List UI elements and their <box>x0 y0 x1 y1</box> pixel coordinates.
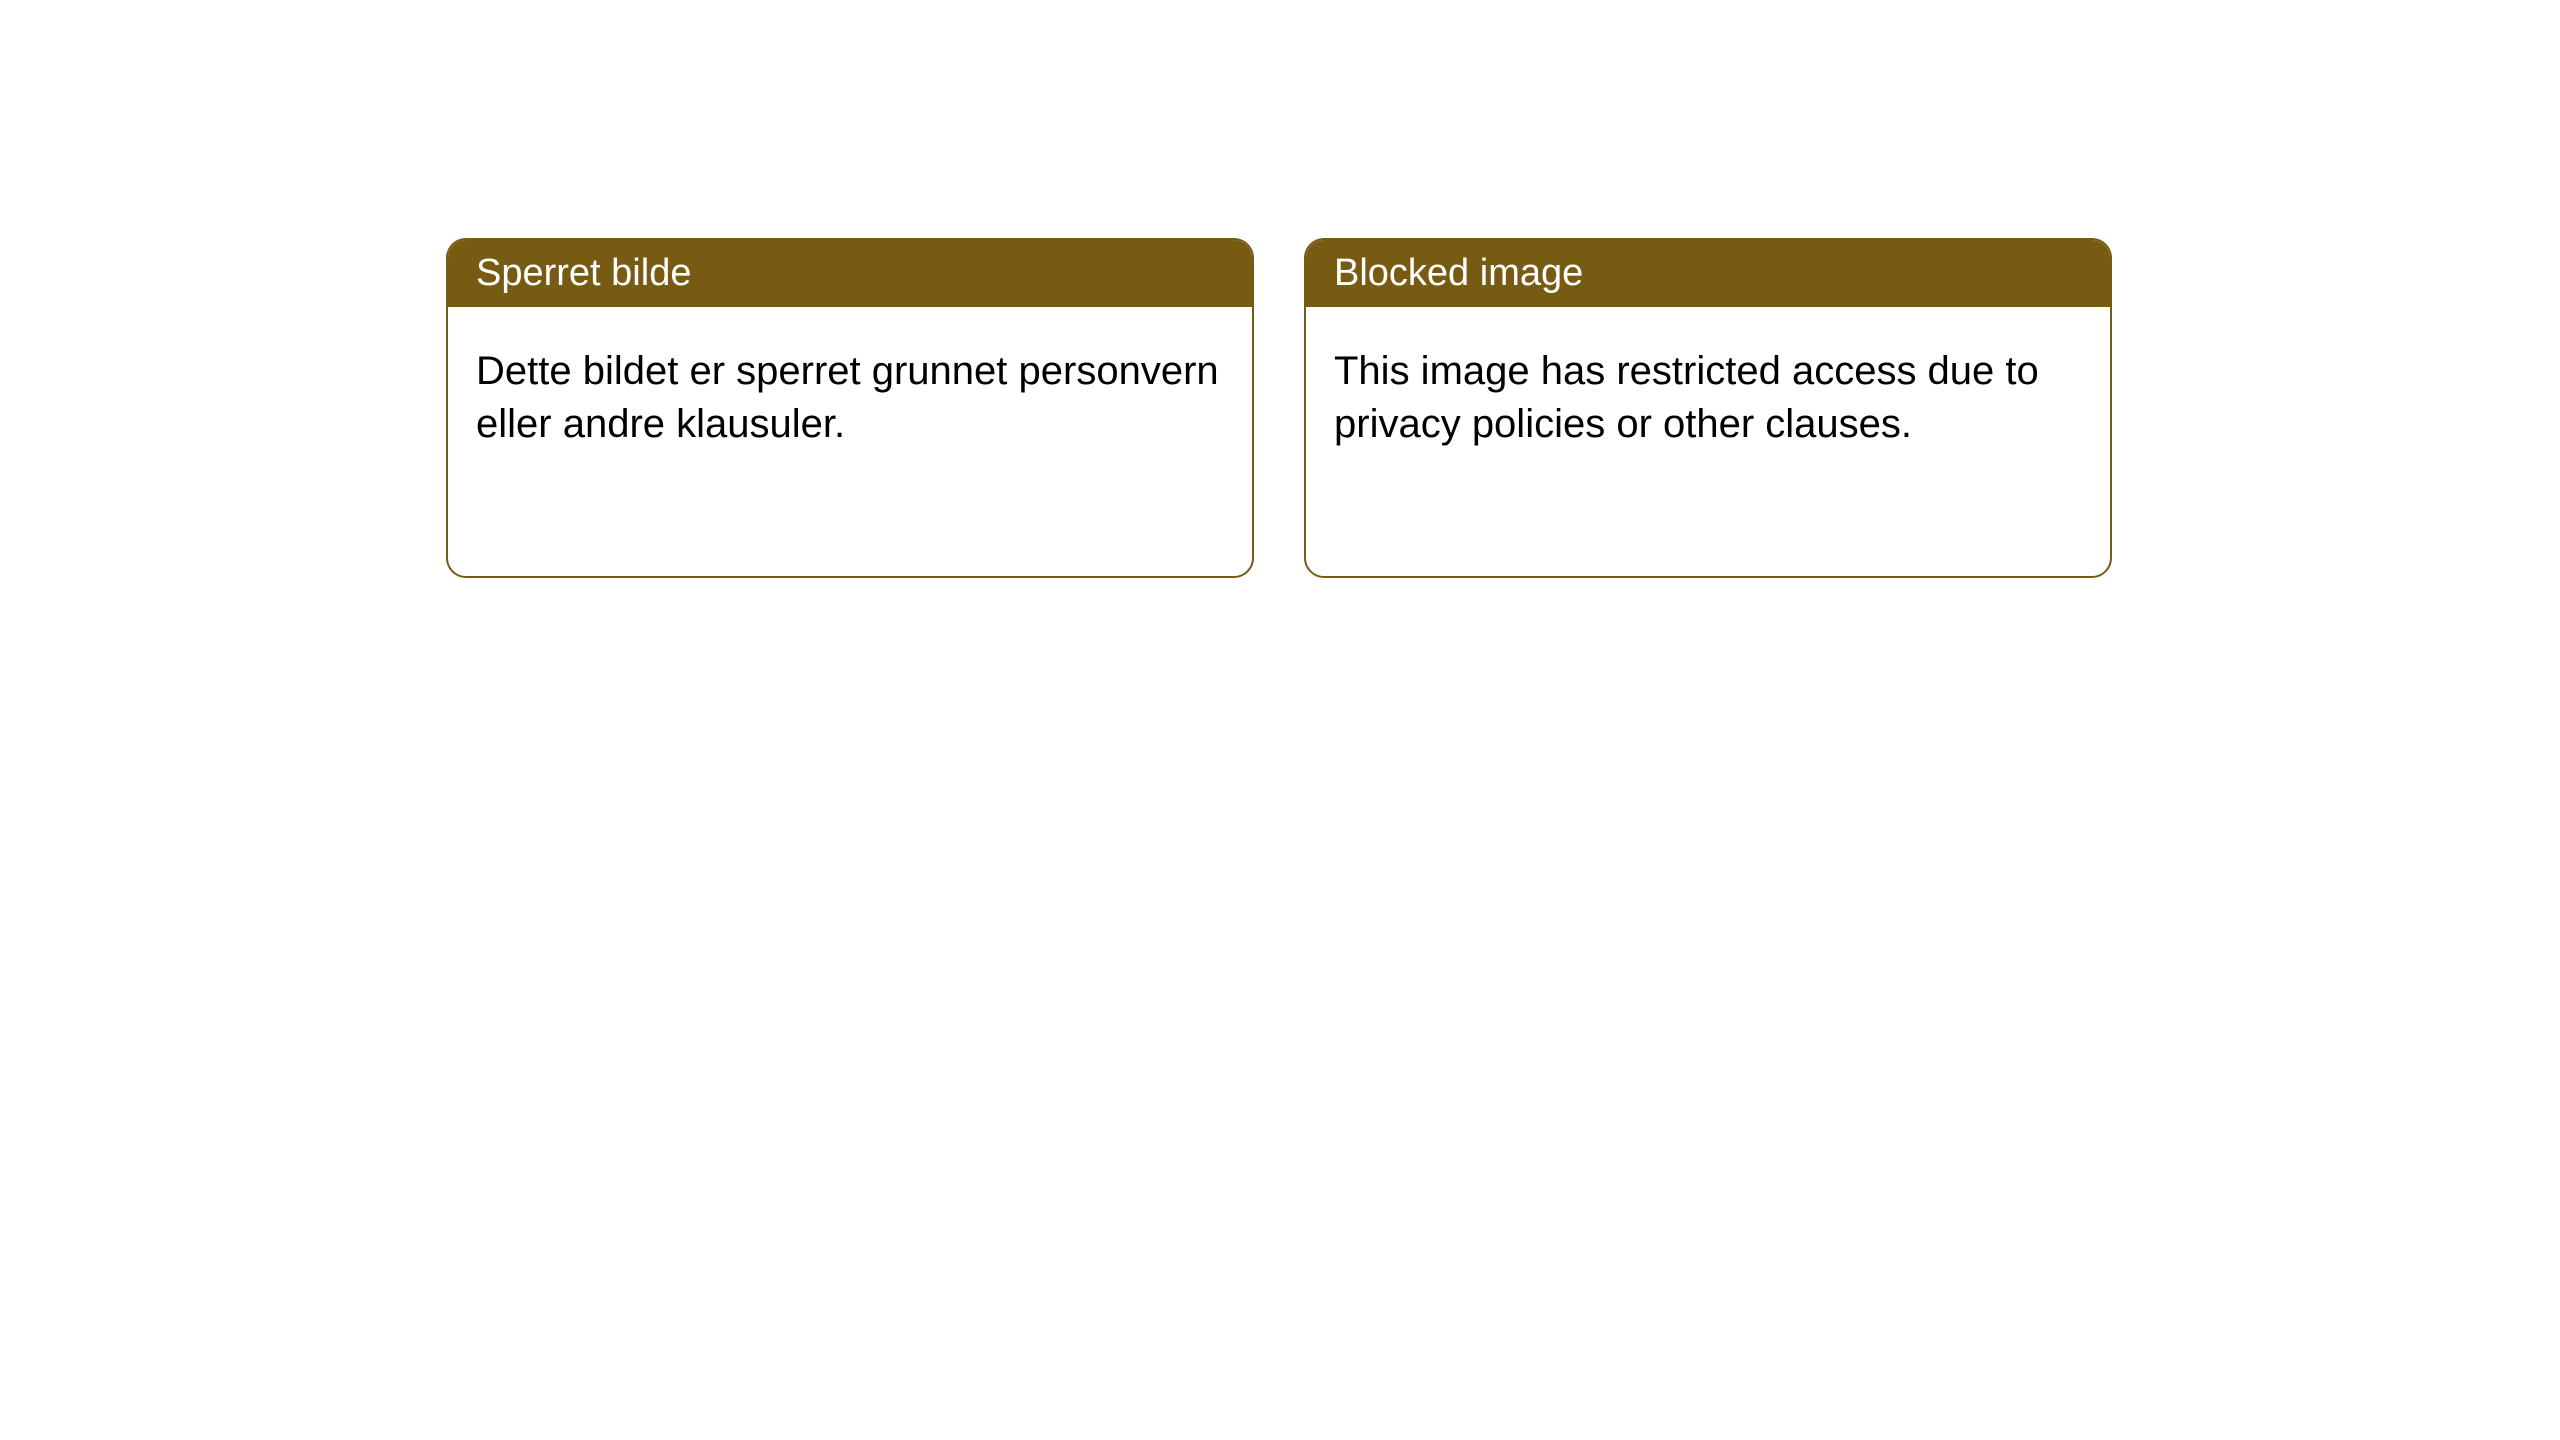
notice-cards-container: Sperret bilde Dette bildet er sperret gr… <box>446 238 2112 578</box>
card-body-text: This image has restricted access due to … <box>1334 349 2039 446</box>
card-body: This image has restricted access due to … <box>1306 307 2110 489</box>
card-body-text: Dette bildet er sperret grunnet personve… <box>476 349 1219 446</box>
card-header: Sperret bilde <box>448 240 1252 307</box>
card-title: Sperret bilde <box>476 252 691 294</box>
card-body: Dette bildet er sperret grunnet personve… <box>448 307 1252 489</box>
card-header: Blocked image <box>1306 240 2110 307</box>
blocked-image-card-english: Blocked image This image has restricted … <box>1304 238 2112 578</box>
blocked-image-card-norwegian: Sperret bilde Dette bildet er sperret gr… <box>446 238 1254 578</box>
card-title: Blocked image <box>1334 252 1583 294</box>
